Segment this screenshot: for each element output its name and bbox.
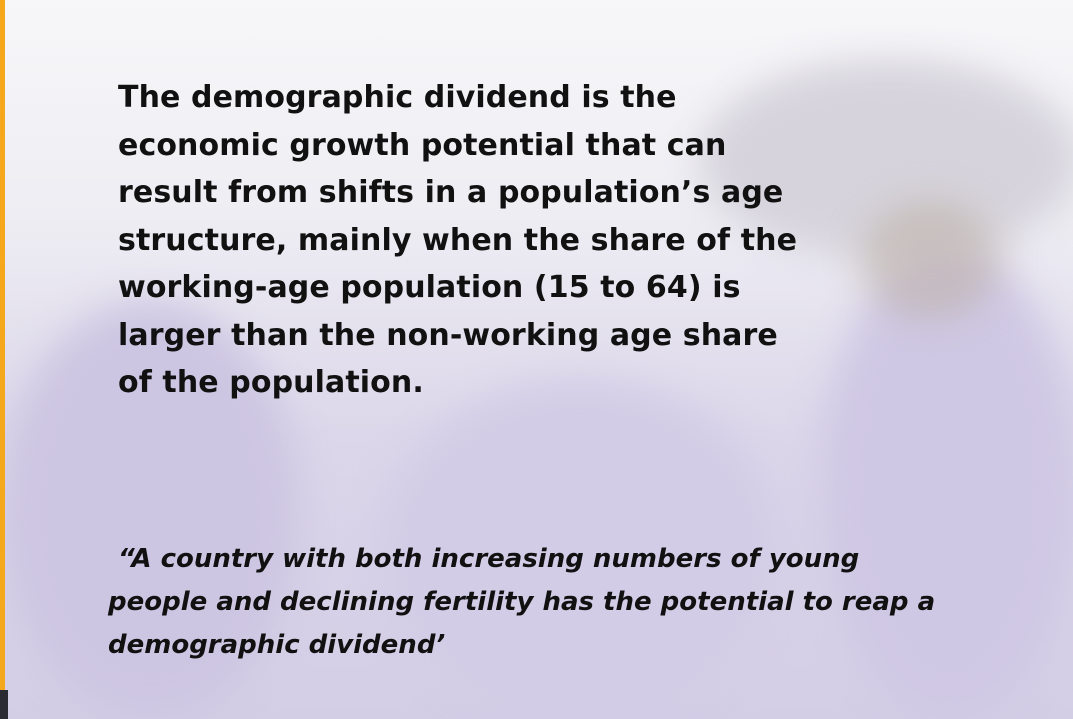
quote-line: demographic dividend’ — [108, 630, 446, 660]
body-line: The demographic dividend is the — [118, 80, 677, 115]
body-line: working-age population (15 to 64) is — [118, 270, 741, 305]
photo-shade — [820, 250, 1073, 719]
photo-shade — [380, 380, 780, 719]
corner-mark — [0, 690, 8, 719]
body-line: of the population. — [118, 365, 424, 400]
accent-bar — [0, 0, 5, 690]
body-line: larger than the non-working age share — [118, 317, 778, 353]
quote-line: people and declining fertility has the p… — [108, 587, 936, 617]
body-line: structure, mainly when the share of the — [118, 222, 798, 258]
photo-shade — [0, 300, 300, 719]
body-line: result from shifts in a population’s age — [118, 175, 784, 210]
photo-shade — [860, 200, 1000, 320]
body-line: economic growth potential that can — [118, 127, 727, 163]
quote-line: “A country with both increasing numbers … — [118, 544, 860, 574]
